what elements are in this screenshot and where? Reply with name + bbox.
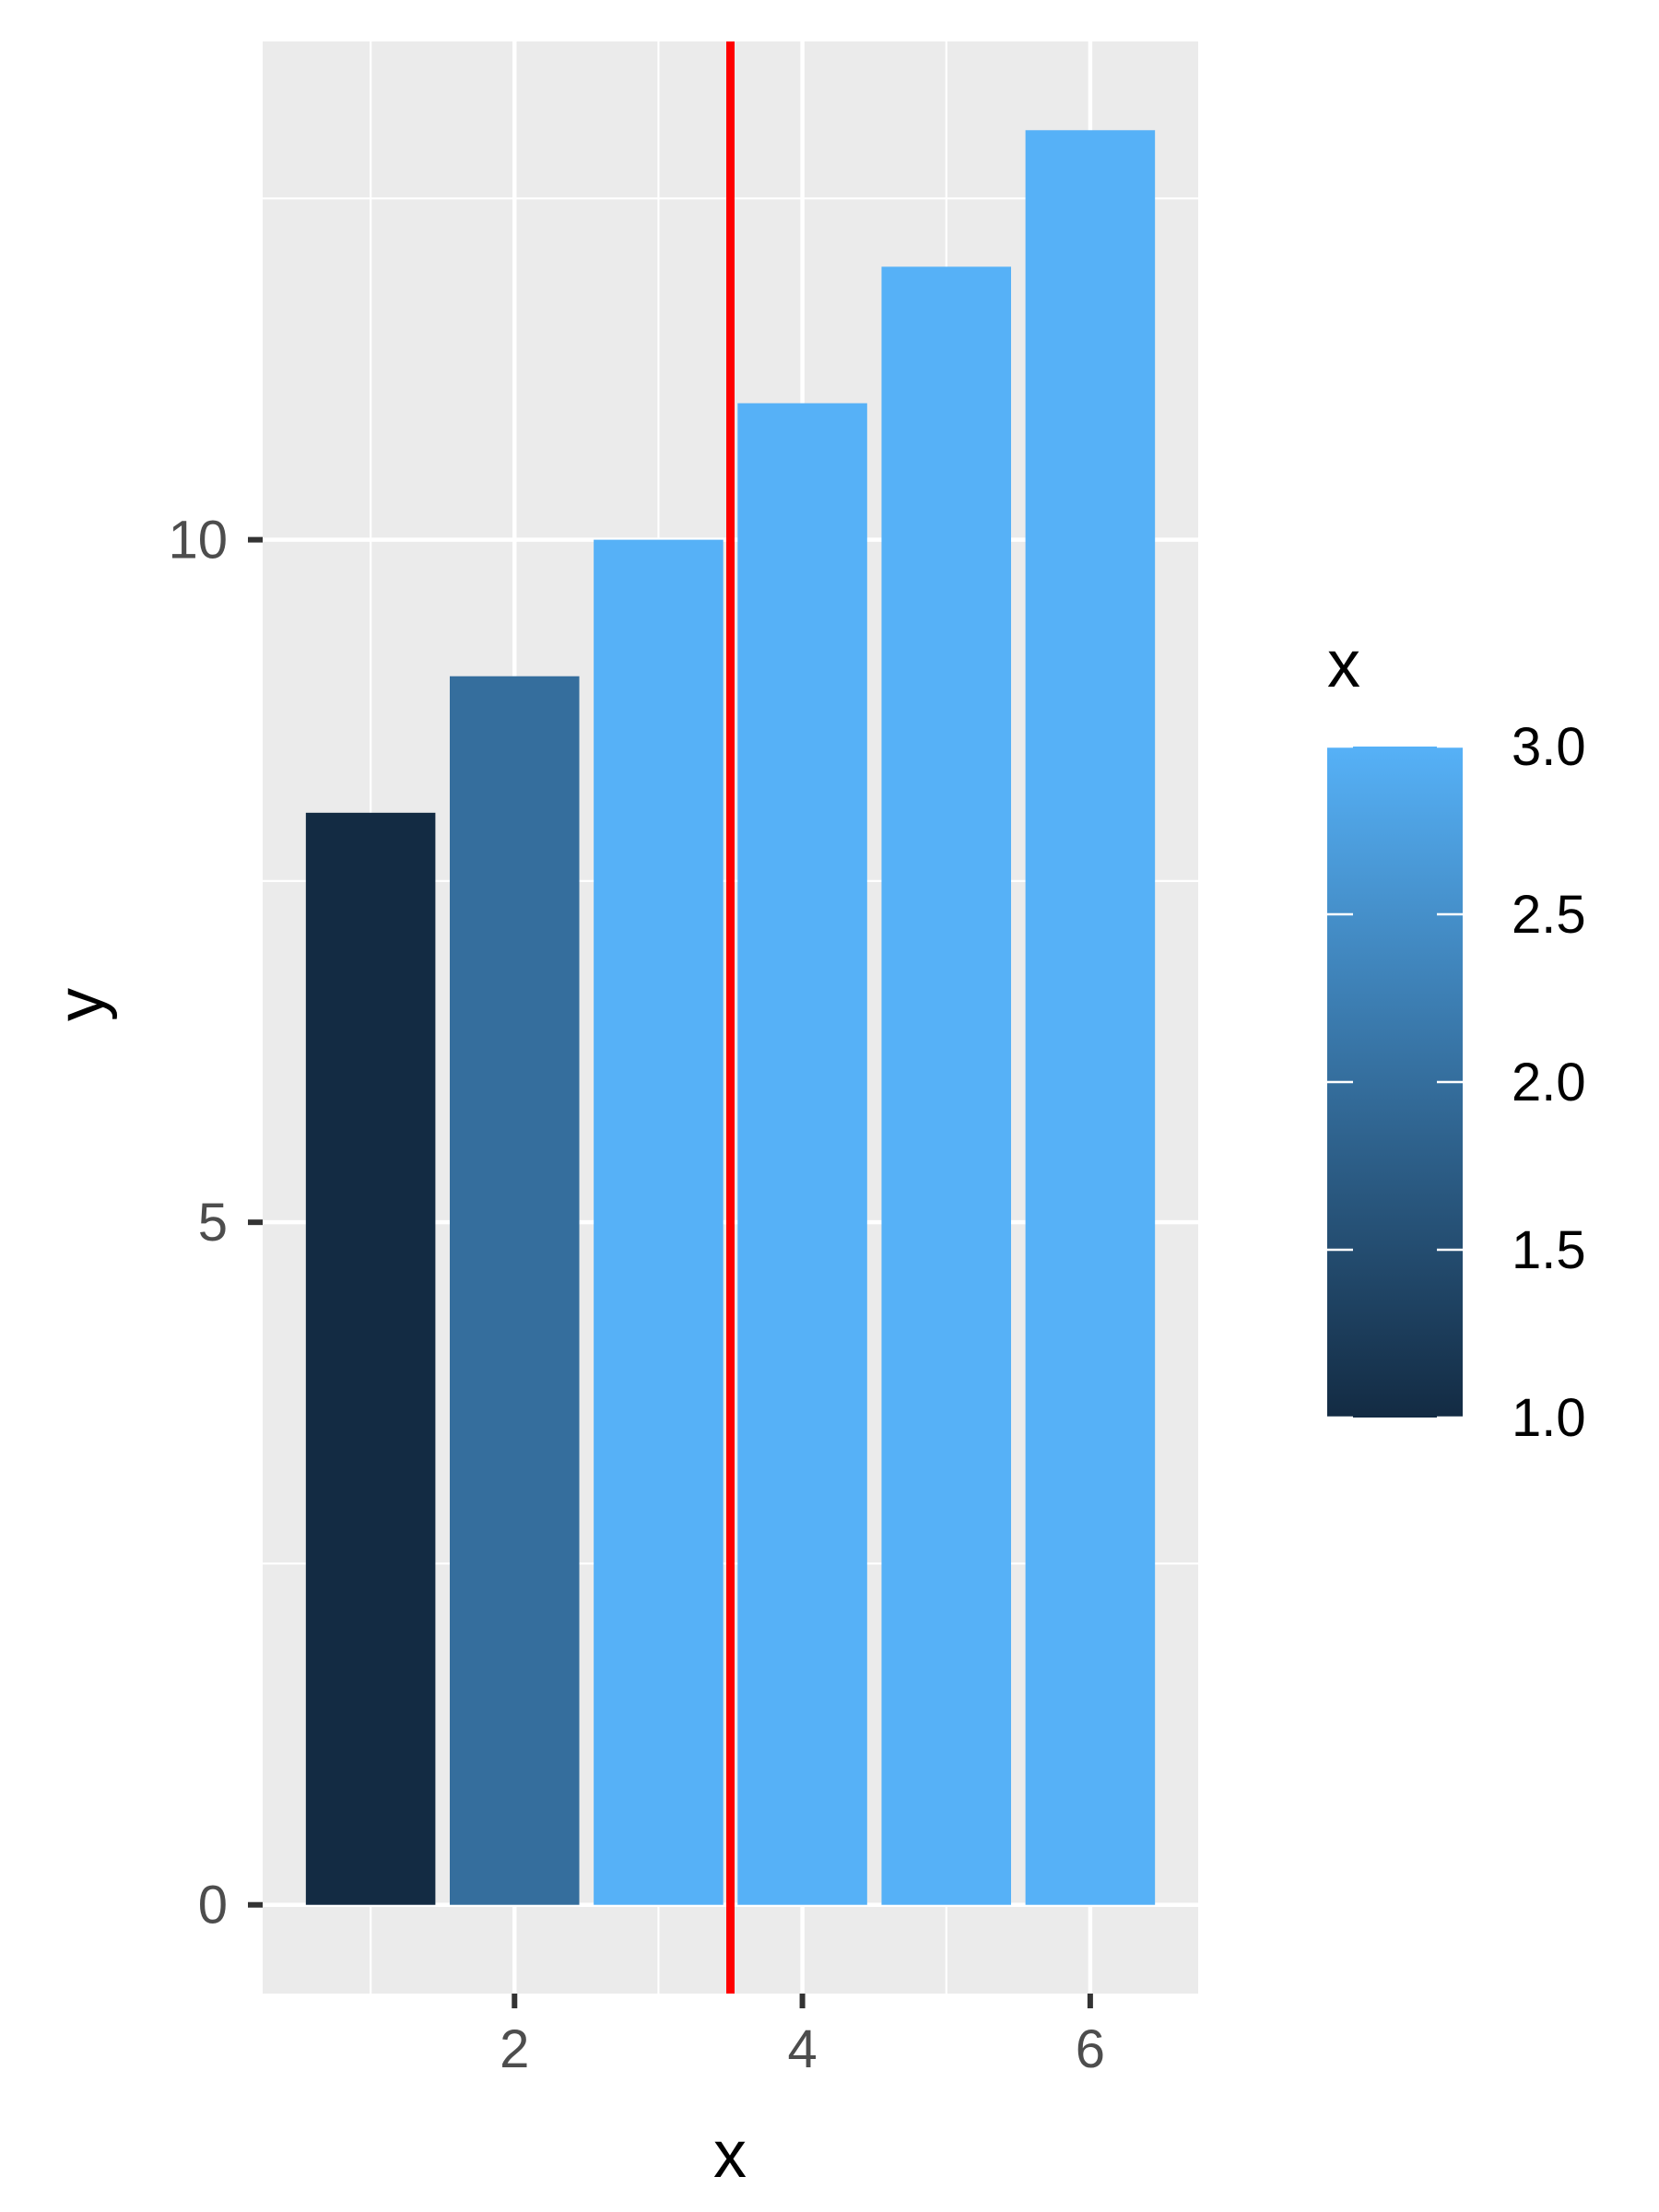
y-tick-label: 5 — [198, 1193, 228, 1253]
legend-label: 1.0 — [1512, 1388, 1586, 1448]
bars — [305, 130, 1156, 1905]
bar — [450, 676, 580, 1905]
x-tick-label: 2 — [500, 2019, 529, 2079]
bar — [881, 266, 1011, 1905]
legend-label: 1.5 — [1512, 1220, 1586, 1280]
bar — [594, 539, 724, 1905]
legend-ticks: 3.0 2.5 2.0 1.5 1.0 — [1327, 717, 1586, 1448]
legend-label: 3.0 — [1512, 717, 1586, 777]
legend-label: 2.5 — [1512, 885, 1586, 945]
bar — [305, 812, 436, 1905]
y-tick-label: 10 — [168, 511, 228, 571]
legend-title: x — [1327, 628, 1360, 701]
legend-label: 2.0 — [1512, 1053, 1586, 1112]
bar — [737, 403, 867, 1905]
x-tick-label: 6 — [1076, 2019, 1105, 2079]
bar — [1025, 130, 1156, 1905]
legend: x 3.0 2.5 2.0 1.5 1.0 — [1327, 628, 1586, 1448]
x-axis-title: x — [713, 2118, 747, 2192]
axes: 2 4 6 0 5 10 — [168, 511, 1105, 2079]
y-tick-label: 0 — [198, 1876, 228, 1936]
y-axis-title: y — [44, 988, 118, 1021]
x-tick-label: 4 — [787, 2019, 817, 2079]
